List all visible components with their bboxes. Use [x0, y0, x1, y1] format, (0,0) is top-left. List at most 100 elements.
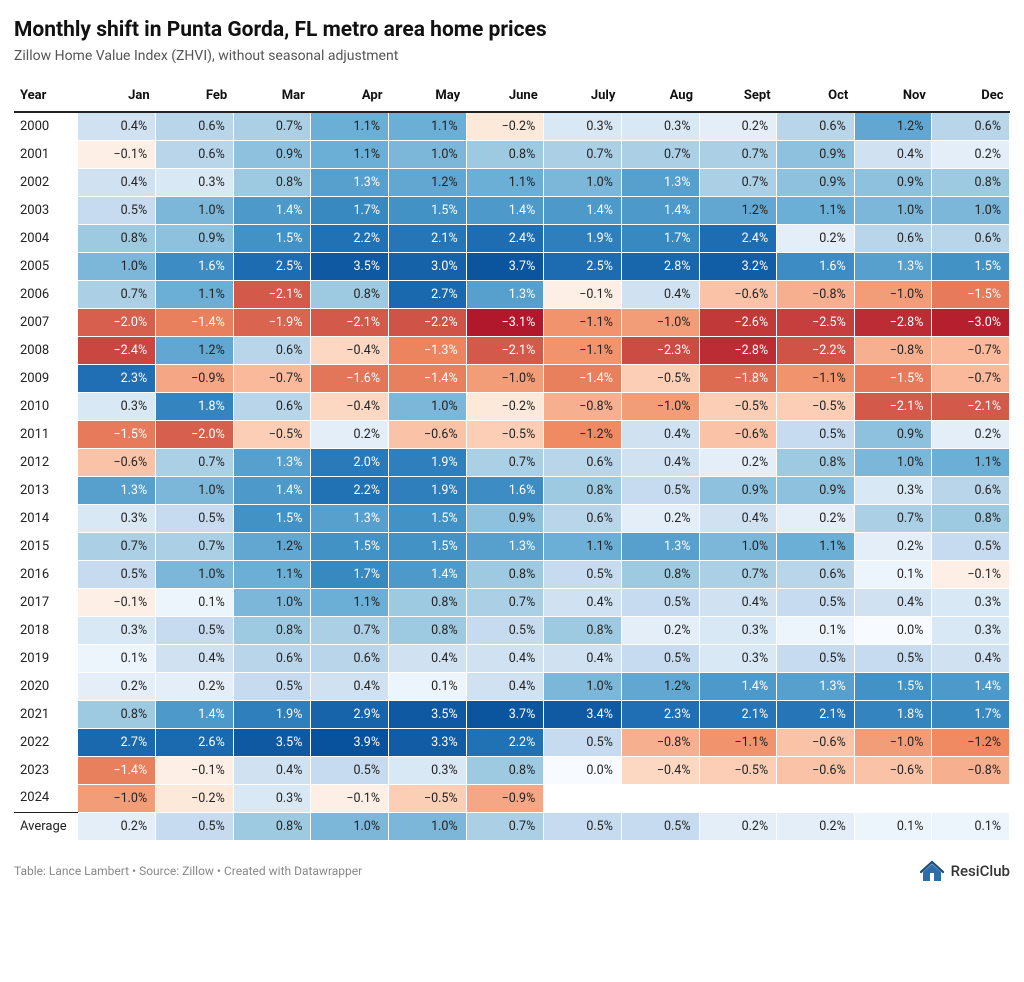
heatmap-cell: 0.1%: [854, 560, 932, 588]
heatmap-cell: 0.1%: [78, 644, 156, 672]
table-row: 20160.5%1.0%1.1%1.7%1.4%0.8%0.5%0.8%0.7%…: [14, 560, 1010, 588]
heatmap-cell: −3.0%: [932, 308, 1010, 336]
heatmap-cell: 0.2%: [699, 112, 777, 140]
heatmap-cell: 2.1%: [777, 700, 855, 728]
heatmap-cell: 1.3%: [311, 504, 389, 532]
heatmap-cell: 0.4%: [78, 112, 156, 140]
heatmap-cell: 1.1%: [156, 280, 234, 308]
heatmap-cell: 0.8%: [233, 812, 311, 840]
footer-attribution: Table: Lance Lambert • Source: Zillow • …: [14, 864, 362, 878]
heatmap-cell: 1.3%: [233, 448, 311, 476]
heatmap-cell: 3.7%: [466, 252, 544, 280]
heatmap-cell: −2.1%: [932, 392, 1010, 420]
heatmap-cell: 0.8%: [466, 140, 544, 168]
heatmap-cell: 0.6%: [233, 336, 311, 364]
heatmap-cell: 0.8%: [78, 224, 156, 252]
heatmap-cell: −1.5%: [78, 420, 156, 448]
table-row: 20190.1%0.4%0.6%0.6%0.4%0.4%0.4%0.5%0.3%…: [14, 644, 1010, 672]
heatmap-cell: 0.2%: [932, 140, 1010, 168]
heatmap-cell: 0.8%: [932, 504, 1010, 532]
heatmap-cell: −1.1%: [544, 308, 622, 336]
heatmap-cell: 1.3%: [621, 168, 699, 196]
table-row: 2001−0.1%0.6%0.9%1.1%1.0%0.8%0.7%0.7%0.7…: [14, 140, 1010, 168]
heatmap-cell: 0.8%: [233, 616, 311, 644]
row-label-year: 2000: [14, 112, 78, 140]
heatmap-cell: 0.9%: [466, 504, 544, 532]
heatmap-cell: −1.4%: [78, 756, 156, 784]
heatmap-cell: −0.6%: [78, 448, 156, 476]
table-row: 2007−2.0%−1.4%−1.9%−2.1%−2.2%−3.1%−1.1%−…: [14, 308, 1010, 336]
heatmap-cell: 0.6%: [233, 644, 311, 672]
row-label-year: 2013: [14, 476, 78, 504]
heatmap-cell: 0.3%: [544, 112, 622, 140]
heatmap-cell: 1.2%: [621, 672, 699, 700]
heatmap-cell: −2.1%: [311, 308, 389, 336]
heatmap-cell: 2.4%: [699, 224, 777, 252]
heatmap-cell: 2.3%: [621, 700, 699, 728]
table-row: 20060.7%1.1%−2.1%0.8%2.7%1.3%−0.1%0.4%−0…: [14, 280, 1010, 308]
heatmap-cell: 3.3%: [389, 728, 467, 756]
row-label-year: 2024: [14, 784, 78, 812]
heatmap-cell: 0.3%: [699, 616, 777, 644]
heatmap-cell: 3.2%: [699, 252, 777, 280]
heatmap-cell: 1.6%: [777, 252, 855, 280]
heatmap-cell: −0.1%: [78, 140, 156, 168]
heatmap-cell: 0.1%: [156, 588, 234, 616]
heatmap-cell: −1.2%: [932, 728, 1010, 756]
heatmap-cell: [699, 784, 777, 812]
resiclub-logo: ResiClub: [919, 859, 1010, 883]
heatmap-cell: 1.0%: [233, 588, 311, 616]
row-label-year: 2004: [14, 224, 78, 252]
heatmap-cell: −2.6%: [699, 308, 777, 336]
table-row: 20210.8%1.4%1.9%2.9%3.5%3.7%3.4%2.3%2.1%…: [14, 700, 1010, 728]
heatmap-cell: 0.2%: [777, 224, 855, 252]
heatmap-cell: [621, 784, 699, 812]
heatmap-cell: [544, 784, 622, 812]
heatmap-cell: 1.1%: [311, 112, 389, 140]
heatmap-cell: 0.6%: [156, 112, 234, 140]
heatmap-cell: 0.2%: [699, 448, 777, 476]
heatmap-cell: −0.7%: [932, 336, 1010, 364]
heatmap-cell: 0.3%: [621, 112, 699, 140]
heatmap-cell: 1.0%: [932, 196, 1010, 224]
heatmap-cell: −0.9%: [156, 364, 234, 392]
heatmap-cell: 1.0%: [389, 812, 467, 840]
heatmap-cell: 2.7%: [389, 280, 467, 308]
heatmap-cell: −1.8%: [699, 364, 777, 392]
heatmap-cell: 0.5%: [777, 644, 855, 672]
heatmap-cell: 2.7%: [78, 728, 156, 756]
table-row: 20040.8%0.9%1.5%2.2%2.1%2.4%1.9%1.7%2.4%…: [14, 224, 1010, 252]
heatmap-cell: 1.9%: [544, 224, 622, 252]
heatmap-cell: 0.5%: [156, 504, 234, 532]
heatmap-cell: 1.4%: [156, 700, 234, 728]
heatmap-cell: 1.2%: [854, 112, 932, 140]
heatmap-cell: 0.2%: [156, 672, 234, 700]
heatmap-cell: 0.4%: [932, 644, 1010, 672]
heatmap-cell: 0.3%: [78, 504, 156, 532]
heatmap-cell: −1.4%: [156, 308, 234, 336]
heatmap-cell: 1.1%: [777, 532, 855, 560]
table-row: 20140.3%0.5%1.5%1.3%1.5%0.9%0.6%0.2%0.4%…: [14, 504, 1010, 532]
heatmap-cell: 0.9%: [777, 168, 855, 196]
heatmap-cell: 0.4%: [544, 588, 622, 616]
heatmap-cell: 1.7%: [311, 196, 389, 224]
heatmap-cell: 1.4%: [466, 196, 544, 224]
heatmap-cell: 0.0%: [544, 756, 622, 784]
heatmap-cell: −0.8%: [544, 392, 622, 420]
heatmap-cell: 2.5%: [233, 252, 311, 280]
row-label-year: 2012: [14, 448, 78, 476]
heatmap-cell: 1.6%: [466, 476, 544, 504]
heatmap-cell: 1.4%: [233, 196, 311, 224]
heatmap-cell: 1.3%: [466, 532, 544, 560]
heatmap-cell: −0.5%: [233, 420, 311, 448]
heatmap-cell: −1.5%: [932, 280, 1010, 308]
heatmap-cell: 1.4%: [621, 196, 699, 224]
heatmap-cell: 3.5%: [233, 728, 311, 756]
heatmap-cell: 0.4%: [78, 168, 156, 196]
heatmap-cell: 0.9%: [777, 140, 855, 168]
heatmap-cell: 0.9%: [854, 420, 932, 448]
heatmap-cell: −0.5%: [699, 756, 777, 784]
heatmap-cell: 0.8%: [78, 700, 156, 728]
heatmap-cell: −0.8%: [777, 280, 855, 308]
heatmap-cell: 0.3%: [78, 616, 156, 644]
